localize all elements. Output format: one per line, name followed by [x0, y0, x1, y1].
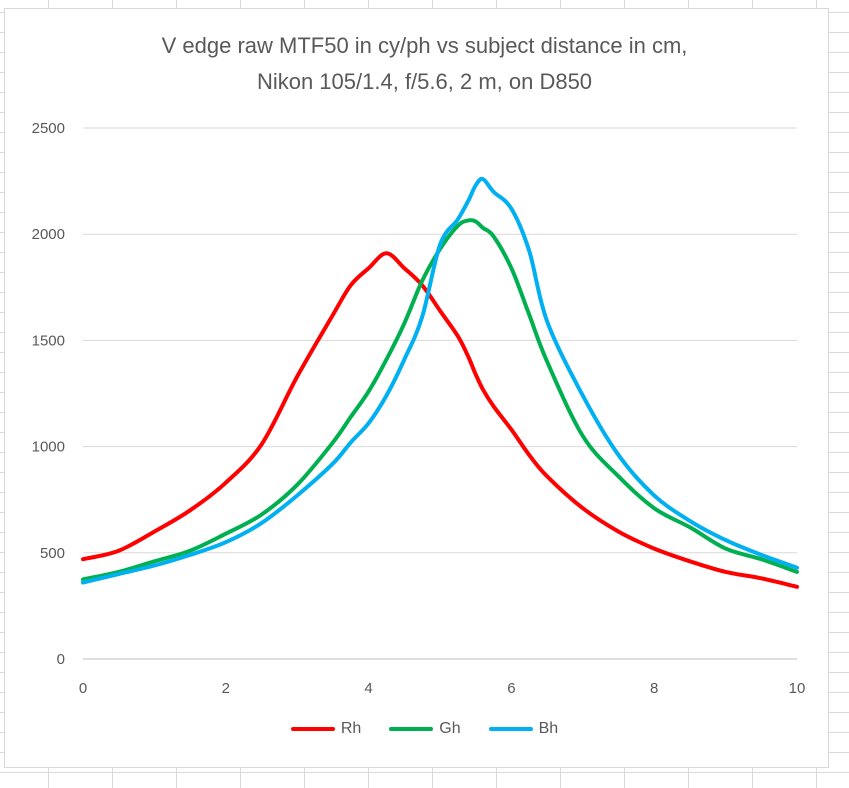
series-line-rh: [81, 251, 799, 589]
chart-legend: Rh Gh Bh: [0, 720, 849, 738]
y-tick-label-0: 0: [57, 651, 65, 668]
legend-swatch-bh: [488, 727, 533, 731]
legend-label-rh: Rh: [340, 720, 362, 737]
chart-title-line-2: Nikon 105/1.4, f/5.6, 2 m, on D850: [256, 69, 593, 94]
x-tick-label-2: 2: [222, 680, 230, 697]
x-tick-label-10: 10: [789, 680, 806, 697]
legend-label-gh: Gh: [439, 720, 461, 737]
x-tick-label-0: 0: [79, 680, 87, 697]
legend-label-bh: Bh: [538, 720, 559, 737]
legend-swatch-gh: [389, 727, 434, 731]
y-tick-label-2500: 2500: [32, 120, 65, 137]
x-tick-label-6: 6: [507, 680, 515, 697]
chart-title: V edge raw MTF50 in cy/ph vs subject dis…: [0, 28, 849, 100]
legend-item-bh: Bh: [488, 720, 559, 738]
series-line-gh: [81, 218, 799, 582]
x-tick-label-8: 8: [650, 680, 658, 697]
y-tick-label-2000: 2000: [32, 226, 65, 243]
x-tick-label-4: 4: [364, 680, 372, 697]
chart-title-line-1: V edge raw MTF50 in cy/ph vs subject dis…: [161, 33, 688, 58]
series-line-bh: [81, 176, 799, 585]
y-tick-label-1000: 1000: [32, 439, 65, 456]
legend-swatch-rh: [290, 727, 335, 731]
y-tick-label-500: 500: [40, 545, 65, 562]
legend-item-rh: Rh: [290, 720, 362, 738]
legend-item-gh: Gh: [389, 720, 461, 738]
chart-area[interactable]: [4, 8, 829, 768]
y-tick-label-1500: 1500: [32, 332, 65, 349]
